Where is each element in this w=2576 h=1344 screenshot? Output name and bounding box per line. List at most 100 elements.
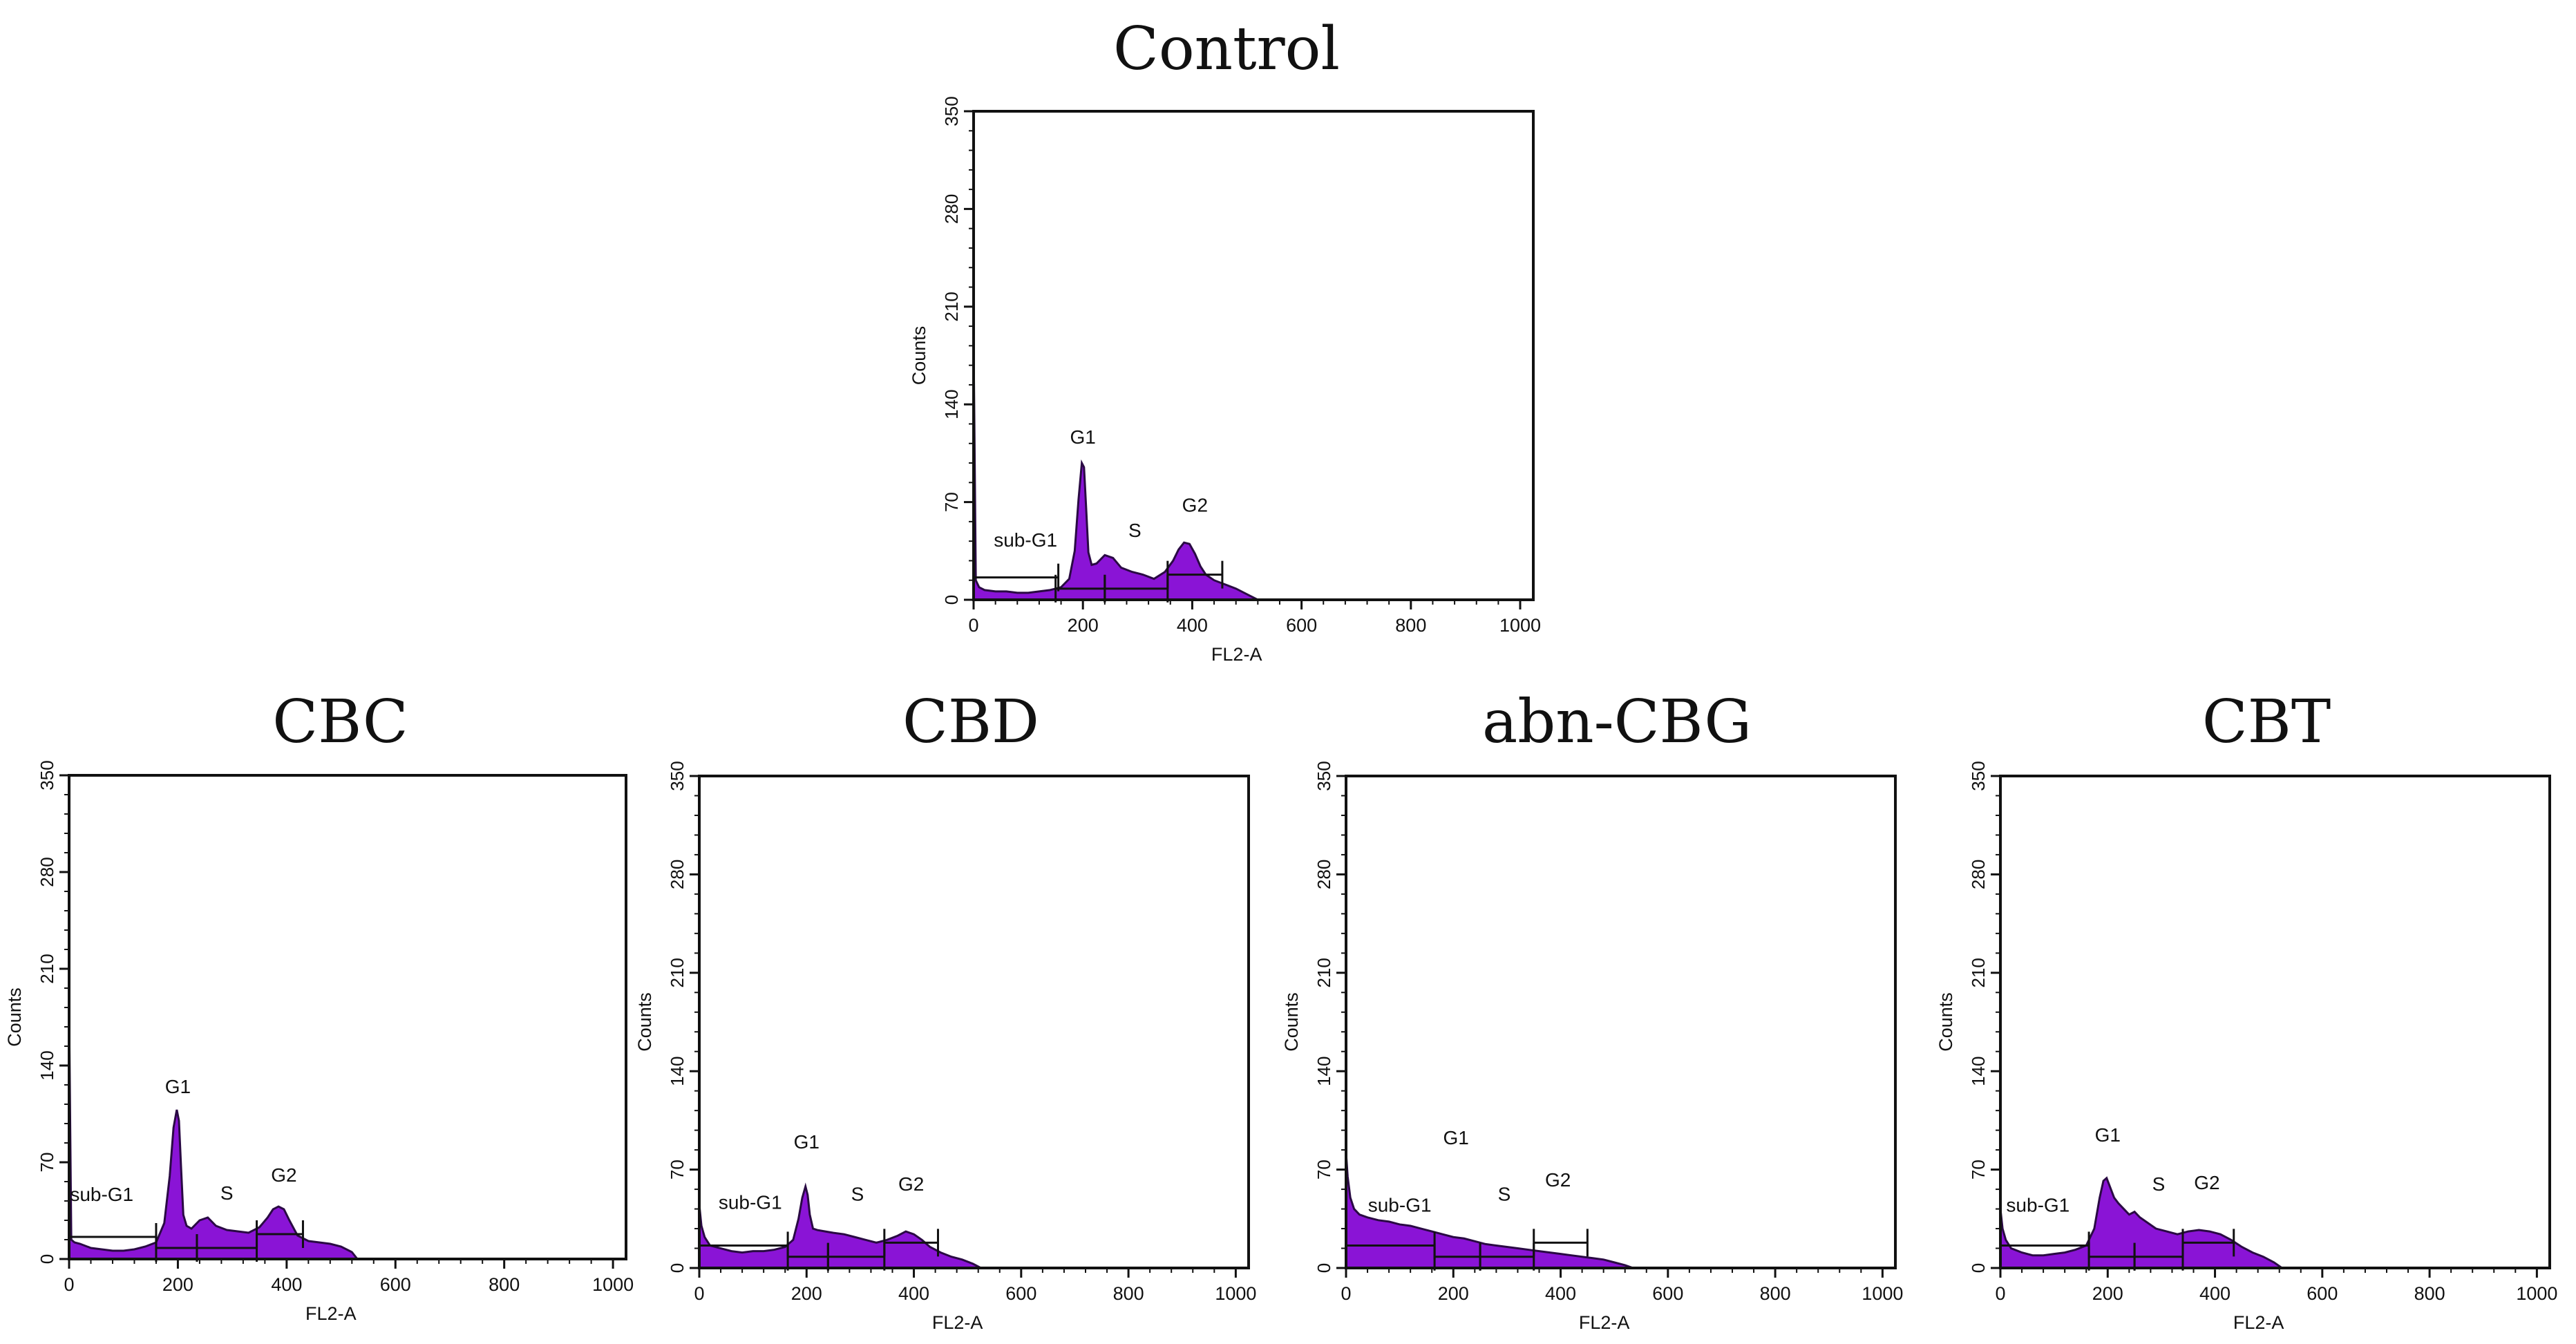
x-tick-label: 600: [1005, 1283, 1036, 1304]
x-tick-label: 800: [1113, 1283, 1144, 1304]
histogram-plot: 0 70 140 210 280 350 0 200 400 600 800 1000 FL2-A Cou…: [634, 761, 1256, 1333]
histogram-area: [972, 341, 1259, 601]
y-tick-label: 0: [667, 1263, 688, 1273]
x-axis-title: FL2-A: [2233, 1312, 2284, 1333]
y-tick-label: 280: [667, 860, 688, 889]
x-tick-label: 600: [1286, 615, 1317, 636]
y-tick-label: 350: [1968, 761, 1989, 791]
x-tick-label: 1000: [592, 1274, 634, 1295]
x-tick-label: 1000: [1862, 1283, 1903, 1304]
x-tick-label: 200: [1438, 1283, 1469, 1304]
gate-label: G1: [2095, 1124, 2121, 1146]
y-tick-label: 0: [1314, 1263, 1334, 1273]
gate-label: G2: [271, 1164, 296, 1186]
y-tick-label: 280: [1968, 860, 1989, 889]
y-tick-label: 350: [37, 760, 57, 790]
chart-title: CBT: [2201, 688, 2331, 757]
x-tick-label: 800: [1395, 615, 1426, 636]
gate-label: sub-G1: [70, 1184, 133, 1205]
plot-frame: [1345, 775, 1897, 1269]
x-tick-label: 400: [1177, 615, 1208, 636]
plot-frame: [1999, 775, 2551, 1269]
x-tick-label: 800: [2414, 1283, 2445, 1304]
gate-label: sub-G1: [1368, 1195, 1432, 1216]
y-tick-label: 140: [37, 1050, 57, 1080]
chart-panel-cbt: CBT 0 70 140 210 280 350 0 200 400 600 800 1000 FL2-…: [1935, 677, 2564, 1344]
histogram-plot: 0 70 140 210 280 350 0 200 400 600 800 1000 FL2-A Cou…: [4, 760, 634, 1324]
x-tick-label: 0: [694, 1283, 704, 1304]
gate-label: S: [2152, 1173, 2166, 1195]
gate-label: sub-G1: [719, 1192, 782, 1213]
y-tick-label: 140: [941, 390, 962, 419]
gate-label: G2: [1545, 1169, 1571, 1191]
x-tick-label: 800: [489, 1274, 520, 1295]
gate-label: G1: [1443, 1127, 1468, 1148]
x-tick-label: 1000: [1499, 615, 1541, 636]
y-tick-label: 210: [1968, 958, 1989, 987]
y-tick-label: 140: [1314, 1057, 1334, 1086]
y-tick-label: 210: [1314, 958, 1334, 987]
y-tick-label: 210: [667, 958, 688, 987]
x-tick-label: 600: [380, 1274, 411, 1295]
x-tick-label: 0: [64, 1274, 74, 1295]
x-tick-label: 0: [968, 615, 978, 636]
x-tick-label: 1000: [2516, 1283, 2557, 1304]
chart-panel-abn-cbg: abn-CBG 0 70 140 210 280 350 0 200 400 600 800 1000…: [1281, 677, 1914, 1344]
x-tick-label: 0: [1341, 1283, 1351, 1304]
x-tick-label: 400: [898, 1283, 929, 1304]
x-tick-label: 600: [1652, 1283, 1683, 1304]
x-axis-title: FL2-A: [1579, 1312, 1630, 1333]
x-tick-label: 1000: [1215, 1283, 1256, 1304]
histogram-plot: 0 70 140 210 280 350 0 200 400 600 800 1000 FL2-A Cou…: [909, 96, 1541, 665]
y-axis-title: Counts: [634, 992, 655, 1052]
y-tick-label: 210: [37, 954, 57, 983]
y-axis-title: Counts: [4, 987, 25, 1047]
histogram-plot: 0 70 140 210 280 350 0 200 400 600 800 1000 FL2-A Cou…: [1281, 761, 1903, 1333]
y-tick-label: 140: [1968, 1057, 1989, 1086]
gate-label: S: [1128, 520, 1142, 541]
gate-label: G1: [794, 1131, 820, 1153]
chart-panel-cbc: CBC 0 70 140 210 280 350 0 200 400 600 800 1000 FL2-…: [4, 677, 639, 1344]
y-tick-label: 280: [37, 857, 57, 887]
chart-title: CBC: [272, 688, 408, 757]
y-tick-label: 350: [941, 96, 962, 126]
chart-title: abn-CBG: [1481, 688, 1752, 757]
y-tick-label: 140: [667, 1057, 688, 1086]
gate-label: G1: [1070, 426, 1096, 448]
y-tick-label: 70: [37, 1153, 57, 1173]
histogram-area: [68, 1010, 360, 1260]
y-axis-title: Counts: [909, 326, 929, 386]
x-tick-label: 400: [1545, 1283, 1576, 1304]
x-axis-title: FL2-A: [932, 1312, 983, 1333]
chart-panel-control: Control 0 70 140 210 280 350 0 200 400 600 800 1000…: [909, 0, 1544, 665]
gate-label: S: [1498, 1183, 1511, 1204]
y-axis-title: Counts: [1935, 992, 1956, 1052]
gate-label: sub-G1: [2006, 1195, 2070, 1216]
gate-label: G2: [2194, 1172, 2219, 1193]
histogram-area: [698, 1182, 982, 1269]
gate-label: G2: [1182, 495, 1208, 516]
y-tick-label: 350: [667, 761, 688, 791]
x-tick-label: 200: [1068, 615, 1099, 636]
histogram-area: [1345, 1153, 1633, 1269]
y-tick-label: 70: [1314, 1160, 1334, 1180]
x-tick-label: 400: [271, 1274, 302, 1295]
x-tick-label: 200: [791, 1283, 822, 1304]
plot-frame: [698, 775, 1250, 1269]
y-tick-label: 0: [37, 1254, 57, 1264]
y-tick-label: 210: [941, 292, 962, 321]
gate-label: G2: [898, 1173, 924, 1195]
x-tick-label: 200: [162, 1274, 193, 1295]
plot-frame: [972, 110, 1535, 601]
x-axis-title: FL2-A: [1211, 644, 1262, 665]
x-tick-label: 800: [1760, 1283, 1791, 1304]
y-tick-label: 0: [941, 595, 962, 605]
x-tick-label: 0: [1995, 1283, 2005, 1304]
histogram-plot: 0 70 140 210 280 350 0 200 400 600 800 1000 FL2-A Cou…: [1935, 761, 2557, 1333]
x-axis-title: FL2-A: [305, 1303, 357, 1324]
y-tick-label: 280: [1314, 860, 1334, 889]
y-tick-label: 350: [1314, 761, 1334, 791]
y-tick-label: 70: [667, 1160, 688, 1180]
y-tick-label: 0: [1968, 1263, 1989, 1273]
gate-label: S: [851, 1183, 864, 1204]
